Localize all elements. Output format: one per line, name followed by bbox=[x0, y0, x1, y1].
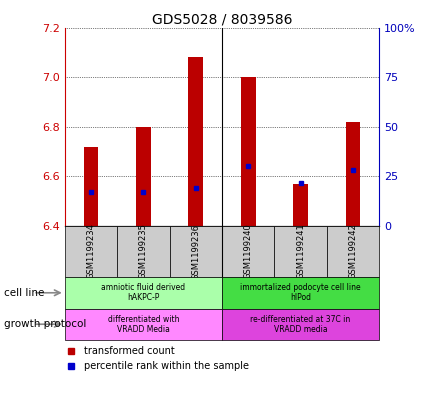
Text: differentiated with
VRADD Media: differentiated with VRADD Media bbox=[108, 314, 178, 334]
Bar bbox=[64, 309, 221, 340]
Bar bbox=[221, 309, 378, 340]
Bar bbox=[221, 226, 274, 277]
Bar bbox=[240, 77, 255, 226]
Text: transformed count: transformed count bbox=[83, 346, 174, 356]
Text: re-differentiated at 37C in
VRADD media: re-differentiated at 37C in VRADD media bbox=[250, 314, 350, 334]
Text: GSM1199241: GSM1199241 bbox=[295, 224, 304, 279]
Bar bbox=[83, 147, 98, 226]
Bar bbox=[221, 277, 378, 309]
Text: immortalized podocyte cell line
hIPod: immortalized podocyte cell line hIPod bbox=[240, 283, 360, 303]
Bar bbox=[274, 226, 326, 277]
Text: growth protocol: growth protocol bbox=[4, 319, 86, 329]
Text: GSM1199236: GSM1199236 bbox=[191, 224, 200, 279]
Text: cell line: cell line bbox=[4, 288, 45, 298]
Bar bbox=[188, 57, 203, 226]
Bar bbox=[117, 226, 169, 277]
Text: GSM1199240: GSM1199240 bbox=[243, 224, 252, 279]
Bar bbox=[345, 122, 359, 226]
Text: GSM1199242: GSM1199242 bbox=[348, 224, 357, 279]
Text: GSM1199234: GSM1199234 bbox=[86, 224, 95, 279]
Text: GSM1199235: GSM1199235 bbox=[138, 224, 147, 279]
Bar bbox=[135, 127, 150, 226]
Bar bbox=[292, 184, 307, 226]
Bar bbox=[64, 277, 221, 309]
Text: amniotic fluid derived
hAKPC-P: amniotic fluid derived hAKPC-P bbox=[101, 283, 185, 303]
Bar bbox=[326, 226, 378, 277]
Text: percentile rank within the sample: percentile rank within the sample bbox=[83, 361, 248, 371]
Bar bbox=[169, 226, 221, 277]
Title: GDS5028 / 8039586: GDS5028 / 8039586 bbox=[151, 12, 292, 26]
Bar bbox=[64, 226, 117, 277]
